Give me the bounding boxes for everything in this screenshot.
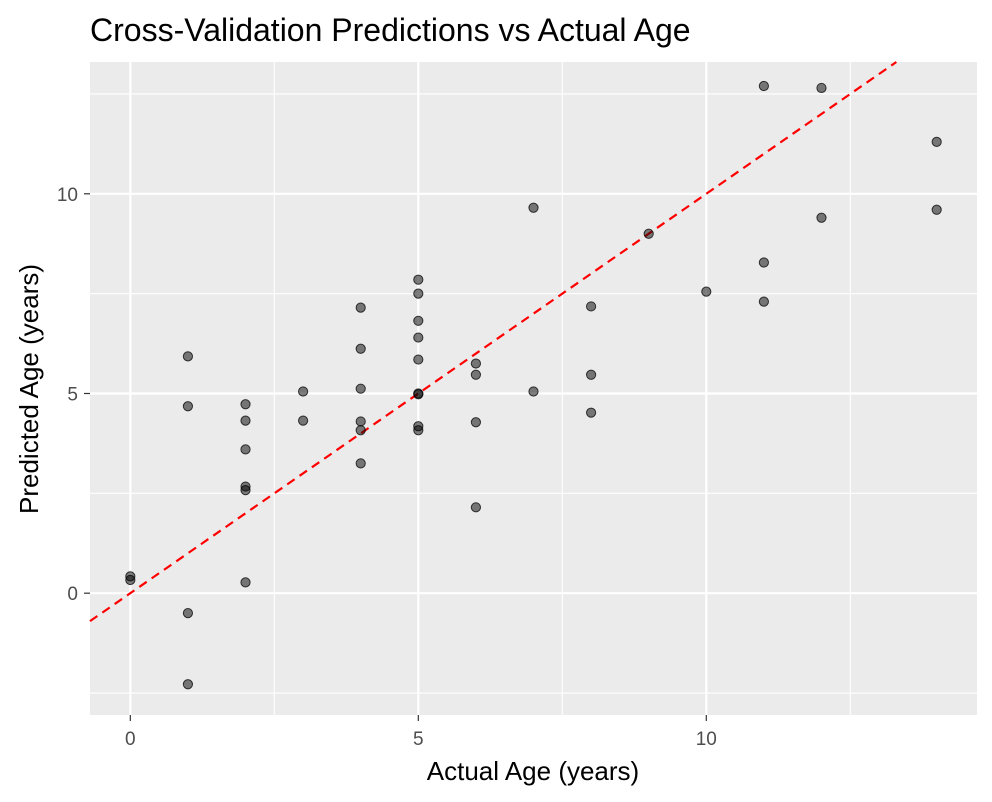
data-point bbox=[355, 458, 366, 469]
data-point bbox=[413, 274, 424, 285]
data-point bbox=[585, 301, 597, 312]
data-point bbox=[125, 574, 136, 586]
data-point bbox=[413, 315, 424, 326]
data-point bbox=[240, 399, 251, 410]
data-point bbox=[816, 212, 827, 223]
x-tick-label: 10 bbox=[696, 729, 717, 750]
y-axis-title: Predicted Age (years) bbox=[14, 264, 44, 514]
reference-line-group bbox=[89, 61, 897, 623]
data-point bbox=[470, 358, 482, 369]
x-axis: 0 5 10 bbox=[125, 715, 717, 750]
data-point bbox=[355, 302, 366, 313]
y-tick-label: 10 bbox=[57, 185, 78, 206]
data-point bbox=[182, 679, 194, 690]
data-point bbox=[182, 401, 194, 412]
y-axis: 0 5 10 bbox=[57, 185, 90, 605]
data-point bbox=[816, 82, 827, 94]
data-point bbox=[528, 386, 539, 397]
data-point bbox=[931, 136, 942, 147]
data-point bbox=[470, 369, 482, 380]
data-point bbox=[355, 416, 366, 427]
grid-minor bbox=[90, 62, 977, 715]
data-point bbox=[758, 257, 769, 268]
data-point bbox=[643, 228, 654, 239]
data-point bbox=[701, 286, 712, 297]
y-tick-label: 5 bbox=[67, 384, 78, 405]
y-tick-label: 0 bbox=[67, 584, 78, 605]
data-point bbox=[240, 444, 251, 455]
chart-title: Cross-Validation Predictions vs Actual A… bbox=[90, 12, 691, 48]
x-tick-label: 0 bbox=[125, 729, 136, 750]
x-tick-label: 5 bbox=[413, 729, 424, 750]
data-point bbox=[355, 425, 366, 436]
data-point bbox=[585, 407, 597, 418]
data-point bbox=[413, 332, 424, 343]
data-points bbox=[125, 80, 942, 690]
data-point bbox=[240, 415, 251, 426]
data-point bbox=[413, 288, 424, 299]
data-point bbox=[758, 296, 769, 307]
data-point bbox=[182, 608, 194, 619]
data-point bbox=[355, 383, 366, 394]
data-point bbox=[413, 425, 424, 436]
identity-reference-line bbox=[89, 61, 897, 623]
data-point bbox=[585, 369, 597, 380]
data-point bbox=[182, 351, 194, 362]
data-point bbox=[355, 343, 366, 354]
data-point bbox=[413, 354, 424, 365]
data-point bbox=[413, 389, 424, 400]
data-point bbox=[240, 485, 251, 496]
data-point bbox=[758, 80, 769, 92]
data-point bbox=[528, 202, 539, 213]
data-point bbox=[298, 386, 309, 397]
grid-major bbox=[90, 62, 977, 715]
data-point bbox=[470, 502, 482, 513]
data-point bbox=[240, 577, 251, 588]
data-point bbox=[298, 415, 309, 426]
x-axis-title: Actual Age (years) bbox=[427, 756, 639, 786]
data-point bbox=[931, 204, 942, 215]
data-point bbox=[470, 417, 482, 428]
